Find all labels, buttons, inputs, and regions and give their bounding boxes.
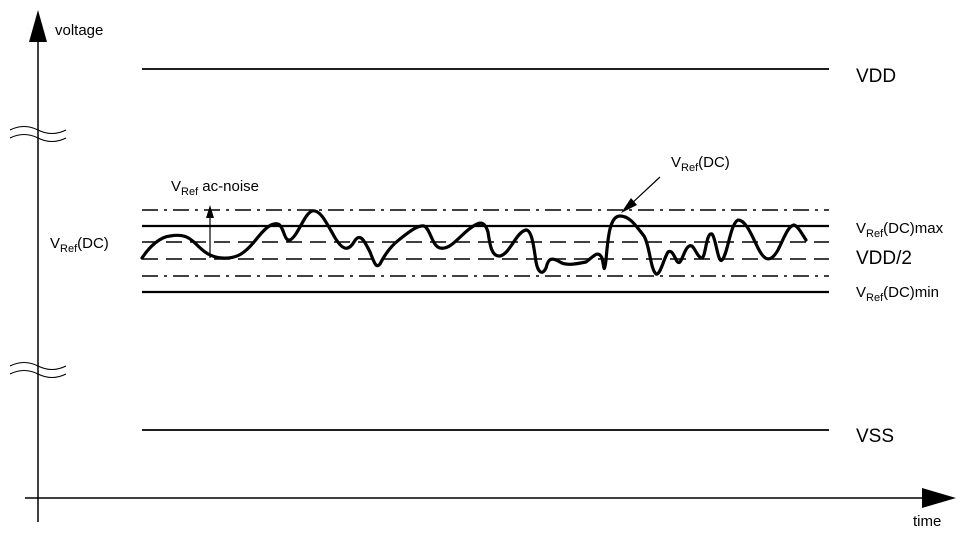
ac-noise-arrowhead (206, 205, 214, 218)
x-axis-arrowhead (922, 488, 956, 508)
axis-break-upper (9, 126, 67, 142)
vref-ac-noise-label: VRef ac-noise (171, 178, 259, 198)
axis-break-lower (9, 362, 67, 378)
vdd-half-label: VDD/2 (856, 248, 912, 269)
vref-dc-label-left: VRef(DC) (50, 235, 109, 255)
vdd-label: VDD (856, 66, 896, 87)
vref-dc-min-label: VRef(DC)min (856, 284, 939, 304)
vref-dc-pointer-arrowhead (621, 198, 637, 213)
vss-label: VSS (856, 426, 894, 447)
vref-dc-max-label: VRef(DC)max (856, 220, 944, 240)
x-axis-label: time (913, 513, 941, 529)
noisy-vref-waveform (140, 209, 808, 276)
vref-dc-label-top: VRef(DC) (671, 154, 730, 174)
vref-dc-pointer-line (629, 176, 661, 206)
y-axis-label: voltage (55, 22, 103, 39)
y-axis-arrowhead (29, 10, 47, 42)
